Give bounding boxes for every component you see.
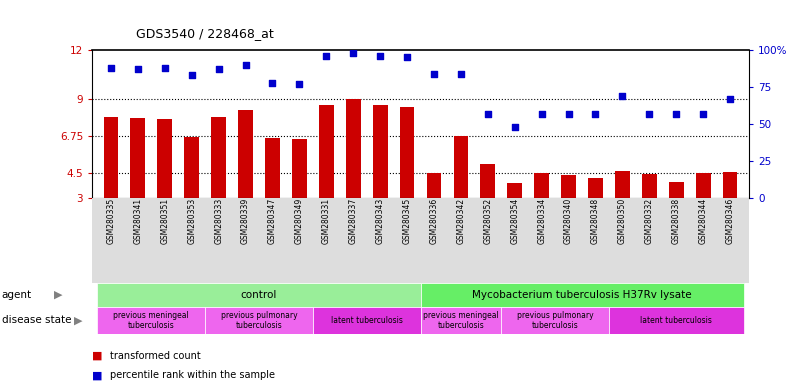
Point (562, 111, 575, 117)
Text: GSM280338: GSM280338 (672, 198, 681, 244)
Point (131, 66, 144, 72)
Text: transformed count: transformed count (110, 351, 200, 361)
Bar (131, 118, 145, 198)
Text: GSM280349: GSM280349 (295, 198, 304, 244)
Bar (313, 306, 421, 334)
Bar (157, 119, 172, 198)
Bar (292, 139, 307, 198)
Text: GSM280346: GSM280346 (726, 198, 735, 244)
Text: previous pulmonary
tuberculosis: previous pulmonary tuberculosis (221, 311, 297, 330)
Bar (453, 136, 469, 198)
Bar (696, 172, 710, 198)
Point (428, 71, 441, 77)
Bar (238, 110, 253, 198)
Text: GSM280333: GSM280333 (214, 198, 223, 244)
Point (481, 111, 494, 117)
Text: GSM280353: GSM280353 (187, 198, 196, 244)
Text: Mycobacterium tuberculosis H37Rv lysate: Mycobacterium tuberculosis H37Rv lysate (473, 290, 692, 300)
Bar (723, 172, 738, 198)
Text: GSM280340: GSM280340 (564, 198, 573, 244)
Bar (615, 171, 630, 198)
Bar (184, 137, 199, 198)
Bar (669, 182, 684, 198)
Bar (98, 306, 205, 334)
Point (185, 72, 198, 78)
Text: GSM280343: GSM280343 (376, 198, 384, 244)
Text: GSM280331: GSM280331 (322, 198, 331, 244)
Bar (421, 283, 743, 306)
Point (454, 71, 467, 77)
Point (347, 50, 360, 56)
Point (374, 53, 387, 59)
Text: GSM280348: GSM280348 (591, 198, 600, 244)
Bar (319, 105, 334, 198)
Point (212, 66, 225, 72)
Point (266, 79, 279, 86)
Text: ■: ■ (92, 370, 103, 380)
Bar (103, 118, 119, 198)
Text: ■: ■ (92, 351, 103, 361)
Text: GDS3540 / 228468_at: GDS3540 / 228468_at (136, 27, 274, 40)
Point (670, 111, 682, 117)
Text: agent: agent (2, 290, 32, 300)
Bar (421, 306, 501, 334)
Point (616, 93, 629, 99)
Text: GSM280336: GSM280336 (429, 198, 438, 244)
Bar (609, 306, 743, 334)
Text: previous pulmonary
tuberculosis: previous pulmonary tuberculosis (517, 311, 594, 330)
Point (589, 111, 602, 117)
Text: ▶: ▶ (54, 290, 63, 300)
Text: GSM280344: GSM280344 (698, 198, 707, 244)
Bar (205, 306, 313, 334)
Point (535, 111, 548, 117)
Text: previous meningeal
tuberculosis: previous meningeal tuberculosis (114, 311, 189, 330)
Point (239, 62, 252, 68)
Text: GSM280342: GSM280342 (457, 198, 465, 244)
Bar (265, 138, 280, 198)
Bar (346, 99, 360, 198)
Text: percentile rank within the sample: percentile rank within the sample (110, 370, 275, 380)
Text: GSM280339: GSM280339 (241, 198, 250, 244)
Point (159, 65, 171, 71)
Point (105, 65, 118, 71)
Text: ▶: ▶ (74, 315, 83, 325)
Bar (400, 107, 414, 198)
Bar (372, 105, 388, 198)
Text: GSM280352: GSM280352 (483, 198, 493, 244)
Point (320, 53, 332, 59)
Bar (507, 183, 522, 198)
Point (697, 111, 710, 117)
Text: GSM280354: GSM280354 (510, 198, 519, 244)
Point (293, 81, 306, 87)
Text: GSM280334: GSM280334 (537, 198, 546, 244)
Text: GSM280335: GSM280335 (107, 198, 115, 244)
Point (400, 54, 413, 60)
Point (509, 124, 521, 130)
Text: disease state: disease state (2, 315, 71, 325)
Text: GSM280347: GSM280347 (268, 198, 277, 244)
Text: GSM280345: GSM280345 (403, 198, 412, 244)
Text: latent tuberculosis: latent tuberculosis (331, 316, 403, 325)
Text: control: control (241, 290, 277, 300)
Bar (642, 174, 657, 198)
Text: GSM280332: GSM280332 (645, 198, 654, 244)
Bar (534, 172, 549, 198)
Point (723, 96, 736, 102)
Bar (211, 118, 226, 198)
Bar (481, 164, 495, 198)
Text: GSM280351: GSM280351 (160, 198, 169, 244)
Text: GSM280350: GSM280350 (618, 198, 627, 244)
Text: GSM280341: GSM280341 (134, 198, 143, 244)
Bar (501, 306, 609, 334)
Bar (427, 172, 441, 198)
Bar (588, 177, 603, 198)
Text: GSM280337: GSM280337 (348, 198, 358, 244)
Bar (562, 175, 576, 198)
Text: latent tuberculosis: latent tuberculosis (640, 316, 712, 325)
Bar (98, 283, 421, 306)
Text: previous meningeal
tuberculosis: previous meningeal tuberculosis (423, 311, 499, 330)
Point (643, 111, 656, 117)
